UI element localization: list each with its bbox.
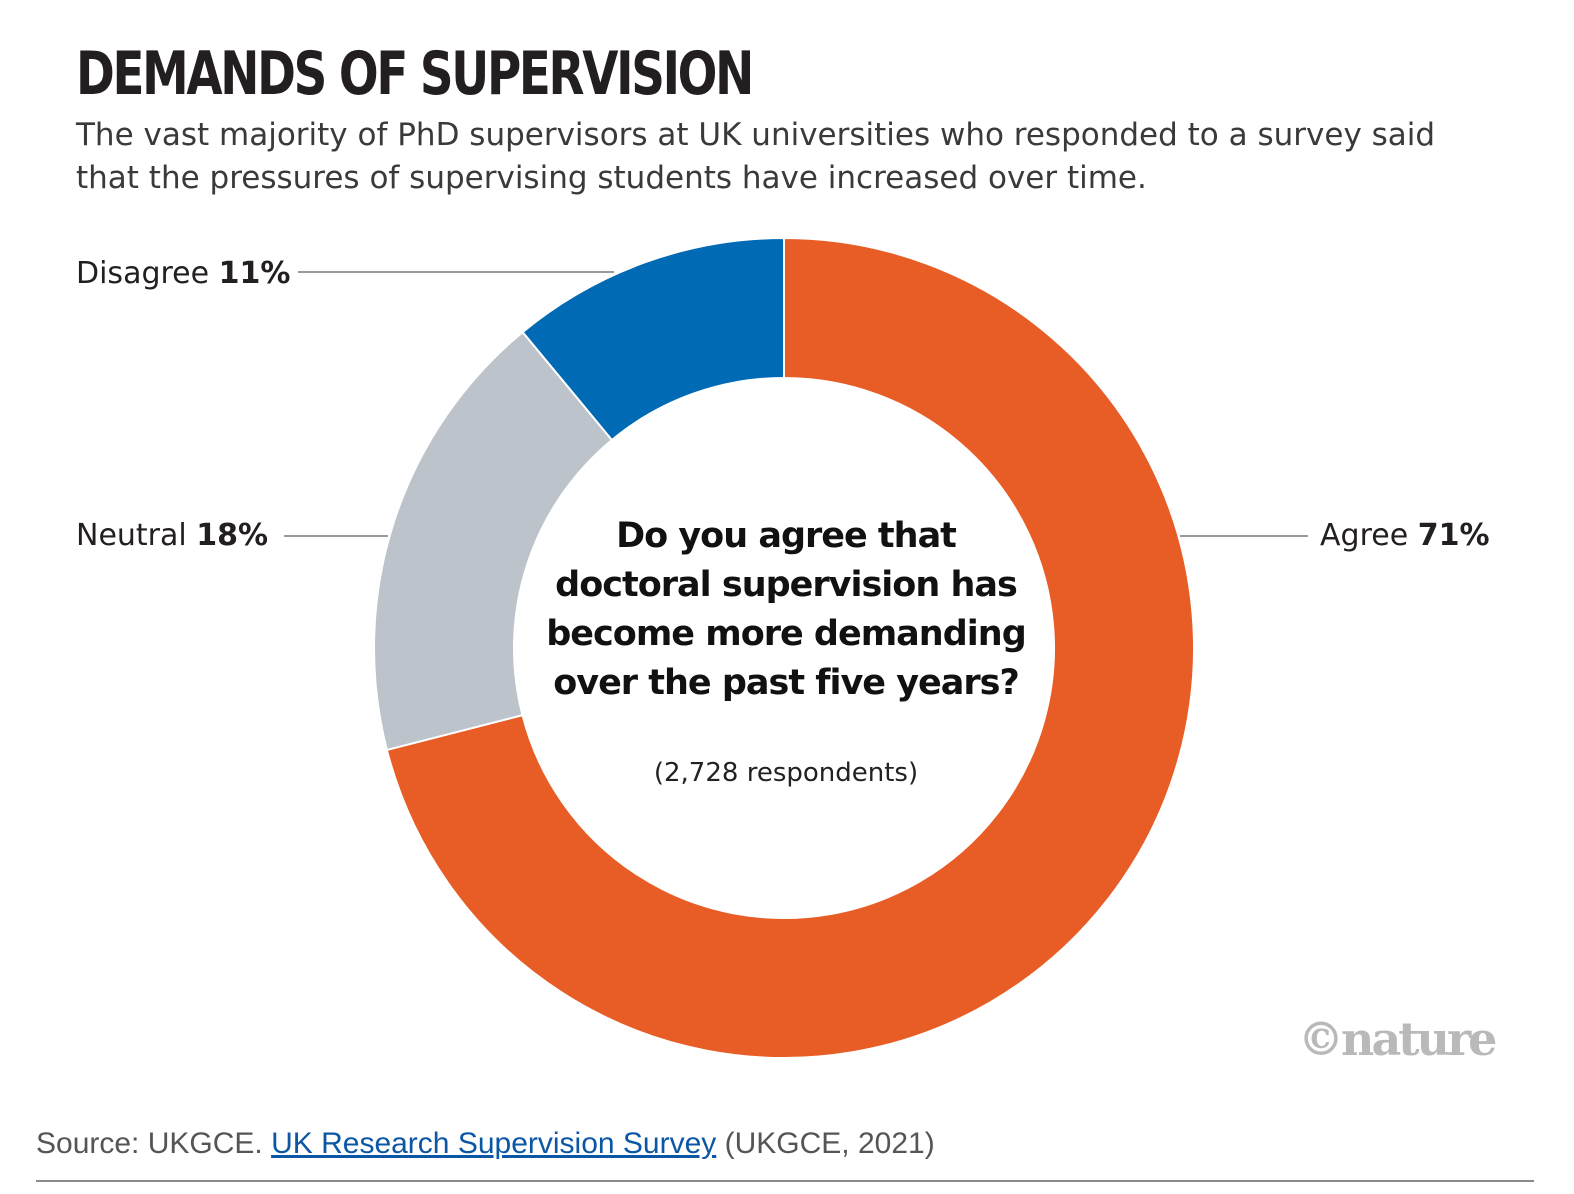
label-disagree-name: Disagree xyxy=(76,256,210,291)
slice-disagree xyxy=(521,236,785,442)
source-line: Source: UKGCE. UK Research Supervision S… xyxy=(36,1124,935,1164)
chart-title: DEMANDS OF SUPERVISION xyxy=(76,39,754,109)
label-agree: Agree 71% xyxy=(1320,518,1490,554)
label-neutral-name: Neutral xyxy=(76,518,187,553)
slice-agree xyxy=(385,236,1195,1059)
label-disagree: Disagree 11% xyxy=(76,256,290,292)
chart-subtitle: The vast majority of PhD supervisors at … xyxy=(76,117,1436,196)
center-respondents: (2,728 respondents) xyxy=(653,758,919,788)
donut-chart xyxy=(284,236,1308,1059)
bottom-divider xyxy=(36,1180,1534,1182)
center-question: Do you agree that doctoral supervision h… xyxy=(546,516,1027,703)
nature-logo: ©nature xyxy=(1298,1012,1497,1066)
source-suffix: (UKGCE, 2021) xyxy=(716,1127,935,1160)
slice-neutral xyxy=(373,330,614,752)
source-link[interactable]: UK Research Supervision Survey xyxy=(271,1127,717,1160)
source-prefix: Source: UKGCE. xyxy=(36,1127,272,1160)
label-agree-name: Agree xyxy=(1320,518,1409,553)
label-neutral-value: 18% xyxy=(196,518,269,553)
label-neutral: Neutral 18% xyxy=(76,518,268,554)
label-disagree-value: 11% xyxy=(218,256,291,291)
label-agree-value: 71% xyxy=(1417,518,1490,553)
